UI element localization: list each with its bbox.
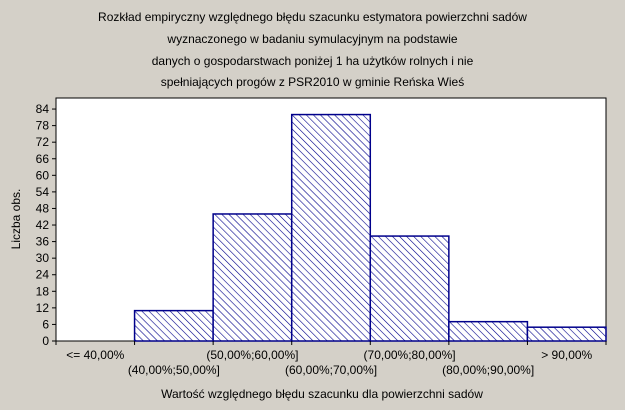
bar-5 (448, 320, 529, 342)
y-tick-label-7: 42 (36, 218, 50, 232)
y-tick-label-13: 78 (36, 119, 50, 133)
chart-title-line-1: Rozkład empiryczny względnego błędu szac… (98, 10, 527, 24)
y-tick-label-4: 24 (36, 268, 50, 282)
bar-6 (526, 326, 607, 342)
y-tick-label-9: 54 (36, 185, 50, 199)
y-tick-label-0: 0 (42, 334, 49, 348)
y-tick-label-6: 36 (36, 235, 50, 249)
chart-title-line-2: wyznaczonego w badaniu symulacyjnym na p… (167, 32, 458, 46)
chart-title-line-4: spełniających progów z PSR2010 w gminie … (160, 75, 465, 89)
chart-title-line-3: danych o gospodarstwach poniżej 1 ha uży… (151, 54, 474, 68)
bars-group (133, 113, 607, 342)
y-axis-label: Liczba obs. (9, 189, 23, 250)
y-tick-label-12: 72 (36, 135, 50, 149)
bar-3 (290, 113, 372, 342)
x-tick-label-2: (50,00%;60,00%] (206, 348, 298, 362)
y-tick-label-11: 66 (36, 152, 50, 166)
x-tick-label-5: (80,00%;90,00%] (442, 363, 534, 377)
x-axis-label: Wartość względnego błędu szacunku dla po… (161, 387, 483, 401)
y-tick-label-5: 30 (36, 251, 50, 265)
bar-2 (212, 213, 293, 342)
x-tick-label-6: > 90,00% (541, 348, 592, 362)
y-tick-label-10: 60 (36, 168, 50, 182)
y-axis: 0 6 12 18 24 30 36 42 48 54 60 66 72 78 84 (36, 102, 56, 348)
y-tick-label-1: 6 (42, 317, 49, 331)
x-axis: <= 40,00%(40,00%;50,00%](50,00%;60,00%](… (55, 341, 607, 377)
x-tick-label-3: (60,00%;70,00%] (285, 363, 377, 377)
x-tick-label-0: <= 40,00% (66, 348, 124, 362)
y-tick-label-14: 84 (36, 102, 50, 116)
x-tick-label-1: (40,00%;50,00%] (128, 363, 220, 377)
bar-1 (133, 309, 214, 342)
x-tick-label-4: (70,00%;80,00%] (364, 348, 456, 362)
y-tick-label-2: 12 (36, 301, 50, 315)
y-tick-label-3: 18 (36, 284, 50, 298)
y-tick-label-8: 48 (36, 201, 50, 215)
bar-4 (369, 235, 450, 342)
